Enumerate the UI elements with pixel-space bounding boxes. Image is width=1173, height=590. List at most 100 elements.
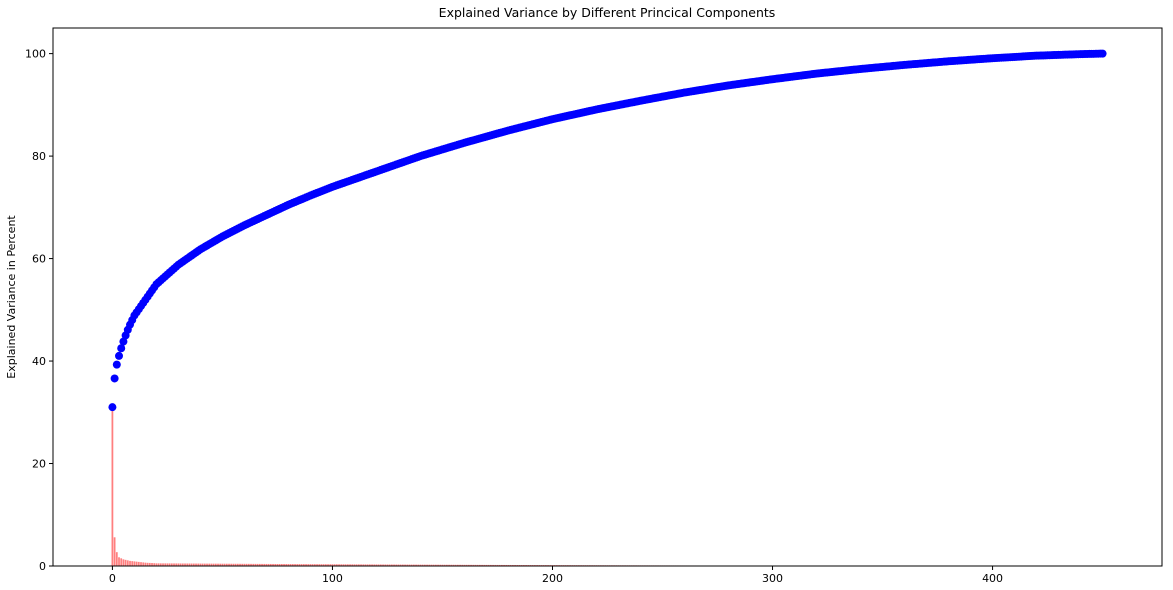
bar-component-136 <box>410 564 413 566</box>
x-tick-label: 400 <box>982 572 1003 585</box>
bar-component-117 <box>368 564 371 566</box>
bar-component-21 <box>157 563 160 566</box>
bar-component-29 <box>175 563 178 566</box>
bar-component-39 <box>197 563 200 566</box>
bar-component-43 <box>206 563 208 566</box>
y-axis-label: Explained Variance in Percent <box>5 215 18 379</box>
bar-component-54 <box>230 563 233 566</box>
bar-component-5 <box>122 559 125 566</box>
bar-component-105 <box>342 564 345 566</box>
bar-component-112 <box>357 564 360 566</box>
bar-component-132 <box>401 564 404 566</box>
bar-component-75 <box>276 564 279 566</box>
bar-component-53 <box>228 563 230 566</box>
bar-component-94 <box>318 564 321 566</box>
x-tick-label: 200 <box>542 572 563 585</box>
bar-component-119 <box>373 564 376 566</box>
bar-component-9 <box>131 561 134 566</box>
bar-component-182 <box>512 564 514 566</box>
bar-component-46 <box>212 563 215 566</box>
bar-component-153 <box>448 564 450 566</box>
bar-component-167 <box>478 564 481 566</box>
chart-title: Explained Variance by Different Princica… <box>439 5 776 20</box>
bar-component-76 <box>278 564 281 566</box>
bar-component-1 <box>113 537 116 566</box>
bar-component-58 <box>239 563 241 566</box>
bar-component-116 <box>366 564 369 566</box>
bar-component-59 <box>241 563 244 566</box>
bar-component-67 <box>258 563 261 566</box>
bar-component-79 <box>285 564 288 566</box>
bar-component-176 <box>498 564 501 566</box>
bar-component-177 <box>501 564 503 566</box>
bar-component-37 <box>192 563 195 566</box>
bar-component-28 <box>173 563 175 566</box>
bar-component-45 <box>210 563 213 566</box>
bar-component-125 <box>386 564 389 566</box>
bar-component-15 <box>144 562 147 566</box>
bar-component-154 <box>450 564 453 566</box>
y-tick-label: 100 <box>25 48 46 61</box>
bar-component-152 <box>445 564 448 566</box>
y-tick-label: 60 <box>32 253 46 266</box>
bar-component-135 <box>408 564 411 566</box>
cumulative-point-1 <box>110 374 119 383</box>
bar-component-147 <box>434 564 437 566</box>
bar-component-175 <box>496 564 499 566</box>
plot-frame <box>52 27 1163 567</box>
bar-component-17 <box>148 562 151 566</box>
bar-component-138 <box>415 564 417 566</box>
bar-component-126 <box>388 564 391 566</box>
bar-component-134 <box>406 564 409 566</box>
bar-component-120 <box>375 564 378 566</box>
bar-component-2 <box>115 552 118 566</box>
bar-component-68 <box>261 563 263 566</box>
bar-component-161 <box>465 564 468 566</box>
cumulative-point-4 <box>117 344 126 353</box>
bar-component-80 <box>287 564 290 566</box>
bar-component-168 <box>481 564 483 566</box>
cumulative-point-3 <box>115 351 124 360</box>
bar-component-23 <box>162 563 164 566</box>
bar-component-130 <box>397 564 400 566</box>
bar-component-86 <box>300 564 303 566</box>
bar-component-140 <box>419 564 422 566</box>
bar-component-31 <box>179 563 182 566</box>
bar-component-8 <box>129 560 131 566</box>
y-tick-label: 20 <box>32 458 46 471</box>
bar-component-109 <box>351 564 354 566</box>
bar-component-127 <box>390 564 393 566</box>
bar-component-129 <box>395 564 398 566</box>
y-tick-label: 80 <box>32 150 46 163</box>
bar-component-22 <box>159 563 162 566</box>
bar-component-36 <box>190 563 193 566</box>
bar-component-81 <box>289 564 292 566</box>
bar-component-115 <box>364 564 367 566</box>
bar-component-90 <box>309 564 312 566</box>
bar-component-93 <box>316 564 318 566</box>
bar-component-158 <box>459 564 461 566</box>
bar-component-44 <box>208 563 211 566</box>
bar-component-19 <box>153 563 156 566</box>
bar-component-131 <box>399 564 402 566</box>
bar-component-65 <box>254 563 257 566</box>
bar-component-99 <box>329 564 332 566</box>
bar-component-69 <box>263 563 266 566</box>
bar-component-141 <box>421 564 424 566</box>
bar-component-143 <box>426 564 428 566</box>
bar-component-84 <box>296 564 299 566</box>
bar-component-171 <box>487 564 490 566</box>
bar-component-7 <box>126 560 129 566</box>
x-tick-label: 300 <box>762 572 783 585</box>
bar-component-106 <box>344 564 347 566</box>
bar-component-174 <box>494 564 497 566</box>
y-axis-ticks: 0 20 40 60 80 100 <box>25 48 53 573</box>
bar-component-162 <box>467 564 470 566</box>
bar-component-89 <box>307 564 310 566</box>
bar-component-25 <box>166 563 169 566</box>
bar-component-34 <box>186 563 189 566</box>
bar-component-63 <box>250 563 252 566</box>
bar-component-160 <box>463 564 466 566</box>
bar-component-20 <box>155 563 158 566</box>
